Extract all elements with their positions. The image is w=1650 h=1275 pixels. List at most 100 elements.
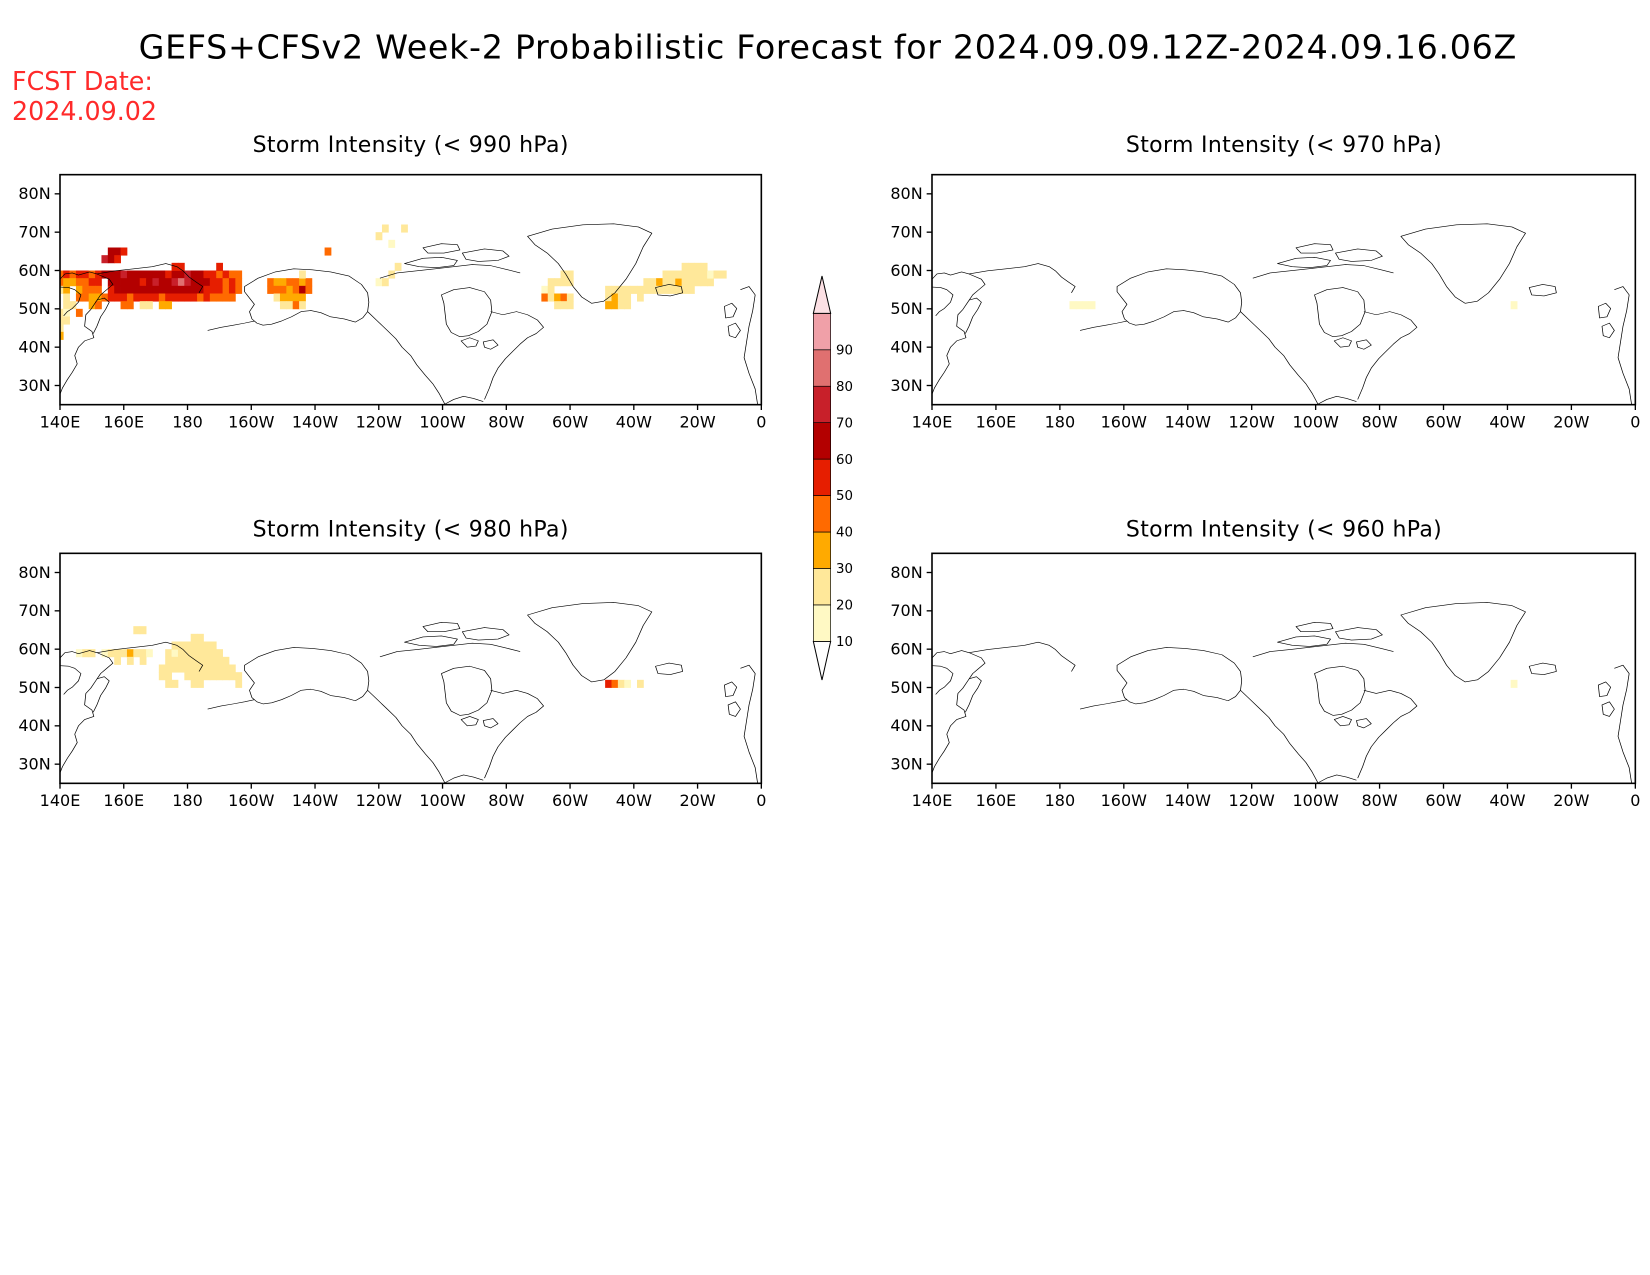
lon-tick-label: 120W bbox=[356, 412, 403, 431]
lon-tick-label: 120W bbox=[1229, 412, 1276, 431]
probability-cell bbox=[694, 270, 702, 279]
probability-cell bbox=[197, 679, 204, 688]
probability-cell bbox=[75, 293, 83, 302]
probability-cell bbox=[133, 293, 141, 302]
probability-cell bbox=[139, 301, 147, 310]
probability-cell bbox=[228, 285, 236, 294]
probability-cell bbox=[190, 656, 198, 665]
probability-cell bbox=[75, 278, 83, 287]
probability-cell bbox=[662, 278, 670, 287]
probability-cell bbox=[190, 278, 198, 287]
lat-tick-label: 70N bbox=[890, 223, 922, 242]
probability-cell bbox=[279, 301, 287, 310]
probability-cell bbox=[114, 270, 121, 279]
probability-cell bbox=[235, 672, 243, 681]
probability-cell bbox=[707, 270, 714, 279]
probability-cell bbox=[675, 285, 683, 294]
map-frame bbox=[59, 173, 763, 406]
probability-cell bbox=[299, 301, 306, 310]
probability-cell bbox=[554, 293, 561, 302]
probability-cell bbox=[88, 285, 96, 294]
lon-tick-label: 160E bbox=[103, 791, 144, 810]
probability-cell bbox=[305, 278, 313, 287]
probability-cell bbox=[139, 278, 147, 287]
probability-cell bbox=[554, 301, 561, 310]
probability-cell bbox=[222, 656, 230, 665]
probability-cell bbox=[624, 301, 632, 310]
lat-tick-label: 70N bbox=[18, 601, 50, 620]
lon-tick-label: 180 bbox=[1045, 791, 1076, 810]
probability-cell bbox=[637, 285, 644, 294]
probability-cell bbox=[222, 293, 230, 302]
probability-cell bbox=[184, 649, 192, 658]
probability-cell bbox=[694, 278, 702, 287]
probability-cell bbox=[139, 656, 147, 665]
probability-cell bbox=[126, 278, 134, 287]
probability-cell bbox=[133, 278, 141, 287]
lat-tick-label: 50N bbox=[890, 299, 922, 318]
probability-cell bbox=[107, 270, 115, 279]
probability-cell bbox=[88, 649, 96, 658]
lon-tick-label: 120W bbox=[1229, 791, 1276, 810]
probability-cell bbox=[649, 285, 657, 294]
lon-tick-label: 80W bbox=[488, 791, 524, 810]
probability-cell bbox=[197, 672, 204, 681]
probability-cell bbox=[158, 664, 166, 673]
probability-cell bbox=[203, 278, 211, 287]
probability-cell bbox=[643, 278, 651, 287]
probability-cell bbox=[190, 679, 198, 688]
lon-tick-label: 160E bbox=[976, 412, 1017, 431]
probability-cell bbox=[190, 633, 198, 642]
probability-cell bbox=[388, 239, 396, 248]
lat-tick-label: 60N bbox=[18, 261, 50, 280]
probability-cell bbox=[560, 301, 568, 310]
probability-cell bbox=[197, 656, 204, 665]
probability-cell bbox=[707, 278, 714, 287]
fcst-date-label: FCST Date: bbox=[12, 66, 153, 96]
probability-cell bbox=[324, 247, 332, 256]
lat-tick-label: 60N bbox=[18, 640, 50, 659]
probability-cell bbox=[177, 641, 185, 650]
probability-cell bbox=[643, 285, 651, 294]
probability-cell bbox=[560, 278, 568, 287]
probability-cell bbox=[190, 664, 198, 673]
probability-cell bbox=[184, 672, 192, 681]
lon-tick-label: 60W bbox=[552, 791, 588, 810]
probability-cell bbox=[69, 278, 77, 287]
probability-cell bbox=[305, 285, 313, 294]
probability-cell bbox=[292, 293, 300, 302]
probability-cell bbox=[605, 285, 612, 294]
probability-cell bbox=[286, 285, 294, 294]
probability-cell bbox=[107, 293, 115, 302]
map-panel-p980: Storm Intensity (< 980 hPa) 140E 160E 180 16… bbox=[18, 518, 766, 810]
colorbar: 10 20 30 40 50 60 70 80 90 bbox=[812, 275, 853, 681]
lon-tick-label: 160W bbox=[228, 791, 275, 810]
probability-cell bbox=[605, 679, 612, 688]
probability-cell bbox=[184, 285, 192, 294]
probability-cell bbox=[165, 301, 172, 310]
probability-cell bbox=[146, 301, 153, 310]
probability-cell bbox=[617, 293, 625, 302]
probability-cell bbox=[381, 224, 389, 233]
probability-cell bbox=[700, 262, 708, 271]
colorbar-label: 20 bbox=[836, 599, 853, 614]
probability-cell bbox=[662, 285, 670, 294]
probability-cell bbox=[209, 278, 217, 287]
probability-cell bbox=[126, 270, 134, 279]
probability-cell bbox=[139, 270, 147, 279]
probability-cell bbox=[171, 270, 179, 279]
probability-cell bbox=[554, 278, 561, 287]
lon-tick-label: 180 bbox=[1045, 412, 1076, 431]
probability-cell bbox=[120, 301, 128, 310]
probability-cell bbox=[133, 285, 141, 294]
probability-cell bbox=[547, 285, 555, 294]
colorbar-bin bbox=[813, 385, 832, 423]
probability-cell bbox=[101, 255, 109, 264]
probability-cell bbox=[146, 270, 153, 279]
probability-cell bbox=[209, 285, 217, 294]
lon-tick-label: 80W bbox=[1361, 791, 1397, 810]
probability-cell bbox=[197, 633, 204, 642]
probability-cell bbox=[637, 293, 644, 302]
probability-cell bbox=[114, 255, 121, 264]
